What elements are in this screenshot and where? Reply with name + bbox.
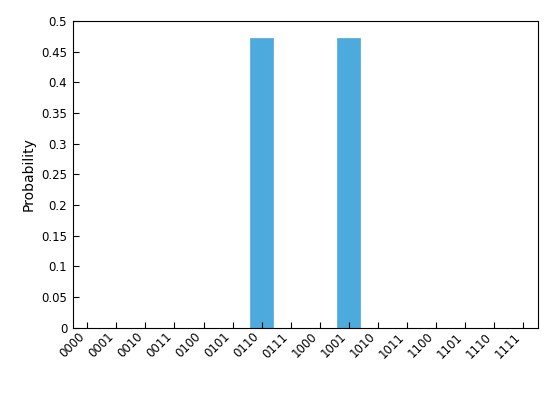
Bar <box>337 38 361 328</box>
Y-axis label: Probability: Probability <box>22 137 36 211</box>
Bar <box>250 38 273 328</box>
